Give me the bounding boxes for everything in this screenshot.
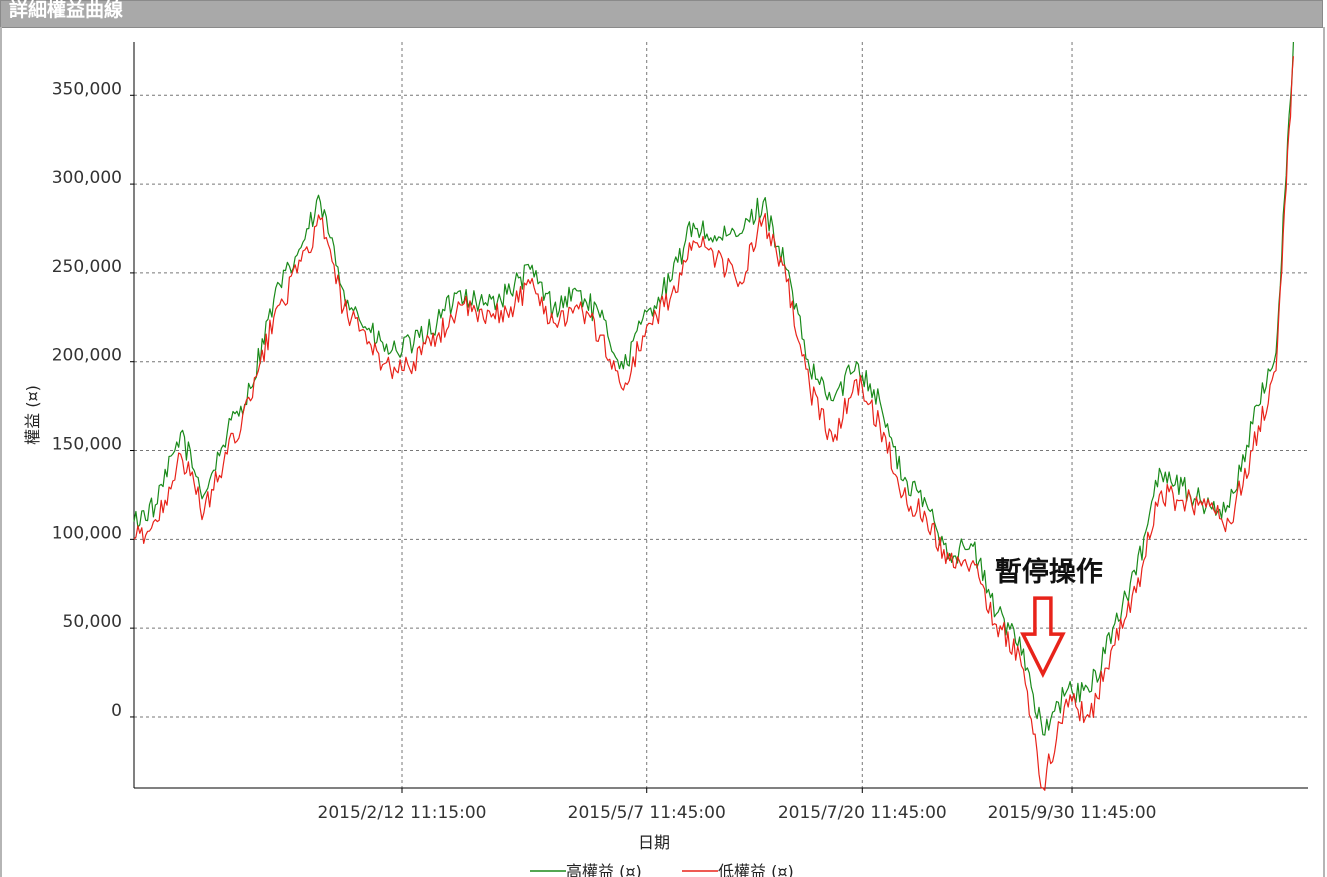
x-tick-label: 2015/9/30 11:45:00 — [988, 803, 1157, 823]
annotation-label: 暫停操作 — [995, 556, 1103, 588]
legend-label: 高權益 (¤) — [566, 862, 642, 877]
x-tick-label: 2015/5/7 11:45:00 — [568, 803, 726, 823]
series-line — [133, 41, 1294, 736]
window-title: 詳細權益曲線 — [9, 0, 124, 21]
pause-annotation: 暫停操作 — [995, 556, 1103, 679]
y-tick-label: 0 — [111, 701, 122, 721]
y-tick-label: 150,000 — [52, 435, 122, 455]
y-tick-label: 200,000 — [52, 346, 122, 366]
x-tick-label: 2015/2/12 11:15:00 — [318, 803, 487, 823]
grid-lines — [134, 42, 1308, 788]
series-line — [133, 56, 1294, 791]
window-titlebar[interactable]: 詳細權益曲線 — [0, 0, 1323, 28]
axes — [133, 42, 1308, 789]
x-axis-label: 日期 — [638, 833, 670, 852]
y-tick-label: 250,000 — [52, 257, 122, 277]
down-arrow-icon — [1020, 596, 1066, 679]
y-tick-label: 300,000 — [52, 168, 122, 188]
chart-frame — [0, 27, 1325, 877]
legend: 高權益 (¤) 低權益 (¤) — [530, 862, 794, 877]
y-axis-label: 權益 (¤) — [23, 385, 42, 445]
legend-label: 低權益 (¤) — [718, 862, 794, 877]
y-tick-label: 350,000 — [52, 79, 122, 99]
y-tick-labels: 0 50,000 100,000 150,000 200,000 250,000 300,0… — [52, 79, 134, 721]
y-tick-label: 50,000 — [63, 612, 122, 632]
x-tick-label: 2015/7/20 11:45:00 — [778, 803, 947, 823]
x-tick-labels: 2015/2/12 11:15:00 2015/5/7 11:45:00 2015/… — [318, 788, 1157, 823]
y-tick-label: 100,000 — [52, 523, 122, 543]
series-lines — [133, 41, 1294, 791]
